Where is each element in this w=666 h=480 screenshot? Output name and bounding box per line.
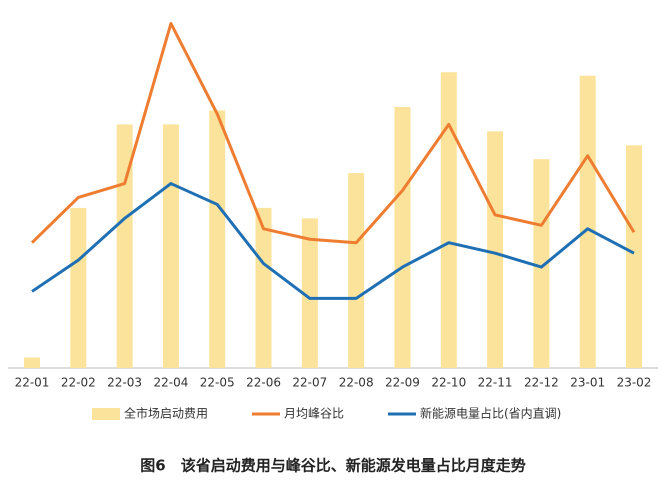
bar	[209, 110, 226, 368]
bar	[394, 107, 411, 368]
bar	[162, 124, 179, 369]
chart-title: 图6 该省启动费用与峰谷比、新能源发电量占比月度走势	[140, 457, 525, 475]
x-tick-label: 22-04	[153, 376, 188, 390]
bar	[255, 207, 272, 368]
x-tick-label: 22-11	[478, 376, 513, 390]
line	[31, 182, 635, 300]
bar	[70, 207, 87, 368]
legend-label: 月均峰谷比	[284, 407, 344, 421]
legend-label: 新能源电量占比(省内直调)	[420, 406, 561, 421]
x-tick-label: 22-03	[107, 376, 142, 390]
x-tick-label: 23-02	[617, 376, 652, 390]
bar	[579, 75, 596, 369]
x-tick-label: 22-07	[292, 376, 327, 390]
bar	[626, 145, 642, 368]
x-tick-label: 22-01	[15, 376, 50, 390]
bar	[440, 72, 457, 368]
bar	[533, 159, 550, 368]
line	[30, 21, 636, 245]
bar	[301, 218, 318, 368]
x-tick-label: 22-10	[431, 376, 466, 390]
bar	[487, 131, 504, 368]
x-tick-label: 22-02	[61, 376, 96, 390]
x-tick-label: 23-01	[570, 376, 605, 390]
x-tick-label: 22-08	[339, 376, 374, 390]
x-tick-label: 22-09	[385, 376, 420, 390]
bar	[348, 173, 365, 368]
bar	[24, 357, 40, 368]
x-tick-label: 22-05	[200, 376, 235, 390]
x-tick-label: 22-06	[246, 376, 281, 390]
legend-label: 全市场启动费用	[124, 406, 208, 421]
legend-swatch	[92, 408, 120, 420]
x-tick-label: 22-12	[524, 376, 559, 390]
